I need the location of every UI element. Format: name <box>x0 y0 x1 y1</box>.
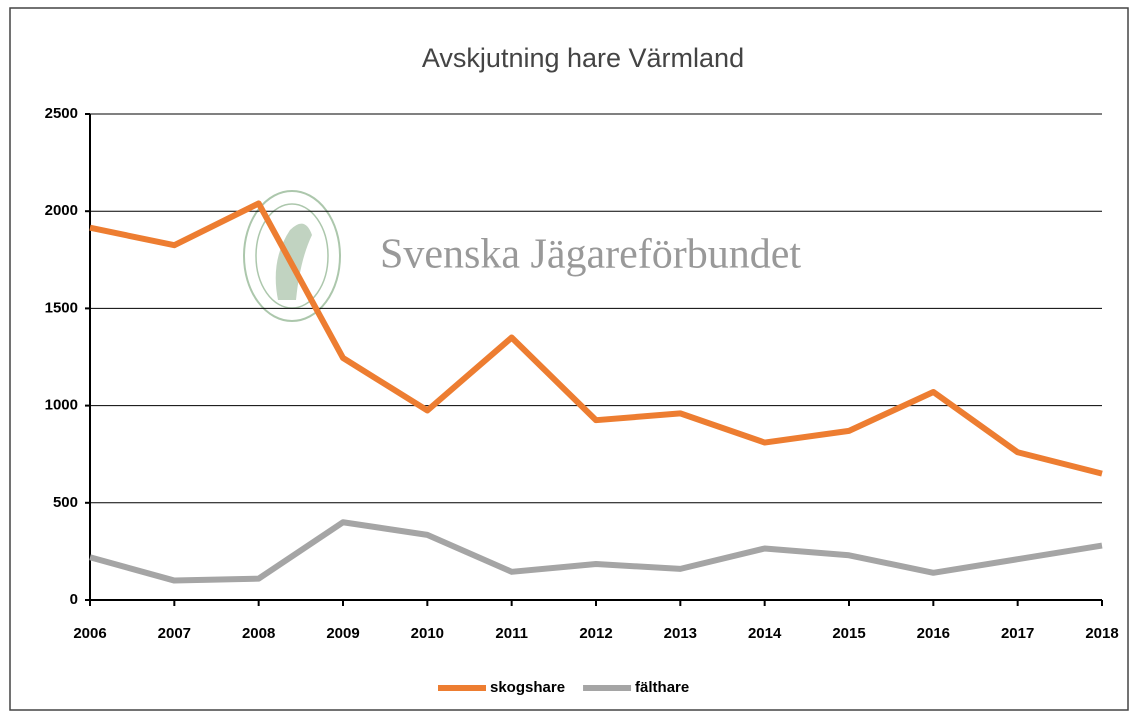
y-tick-label: 0 <box>70 591 78 608</box>
chart-frame <box>9 7 1129 711</box>
x-tick-label: 2011 <box>495 625 528 642</box>
x-tick-label: 2013 <box>664 625 697 642</box>
y-tick-label: 2500 <box>45 105 78 122</box>
x-tick-label: 2014 <box>748 625 782 642</box>
x-tick-label: 2009 <box>326 625 359 642</box>
x-tick-label: 2015 <box>832 625 865 642</box>
series-line <box>89 519 1103 584</box>
x-tick-label: 2012 <box>579 625 612 642</box>
chart-title: Avskjutning hare Värmland <box>422 43 744 73</box>
x-tick-label: 2006 <box>73 625 106 642</box>
legend-label: skogshare <box>490 679 565 696</box>
watermark: Svenska Jägareförbundet <box>380 232 801 278</box>
y-tick-label: 500 <box>53 494 78 511</box>
x-tick-label: 2017 <box>1001 625 1034 642</box>
y-tick-label: 1000 <box>45 397 78 414</box>
series-line <box>89 200 1103 477</box>
x-tick-label: 2016 <box>917 625 950 642</box>
x-tick-label: 2007 <box>158 625 191 642</box>
legend-label: fälthare <box>635 679 689 696</box>
y-tick-label: 1500 <box>45 299 78 316</box>
y-tick-label: 2000 <box>45 202 78 219</box>
x-tick-label: 2008 <box>242 625 275 642</box>
x-tick-label: 2018 <box>1085 625 1118 642</box>
x-tick-label: 2010 <box>411 625 444 642</box>
